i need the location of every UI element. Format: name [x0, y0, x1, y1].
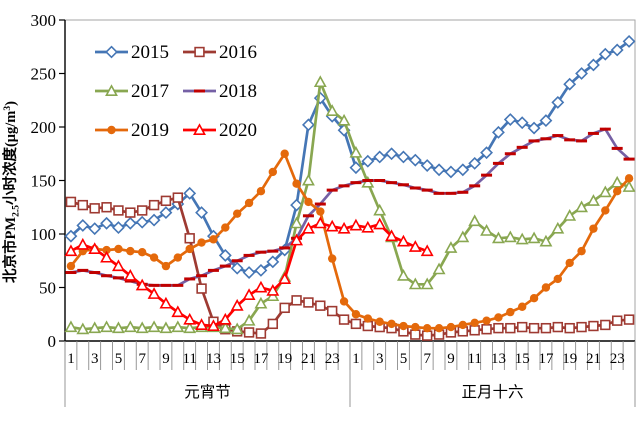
x-tick-label: 9: [447, 351, 455, 367]
y-axis-title: 北京市PM2.5小时浓度(μg/m3): [1, 101, 22, 283]
legend-item-2020: 2020: [183, 120, 257, 141]
x-tick-label: 11: [467, 351, 481, 367]
x-tick-label: 7: [138, 351, 146, 367]
legend-item-2017: 2017: [95, 81, 169, 102]
legend-label: 2018: [219, 81, 257, 102]
y-tick-label: 300: [31, 11, 57, 30]
y-tick-label: 200: [31, 118, 57, 137]
series-2018: [65, 127, 635, 287]
legend-label: 2016: [219, 42, 257, 63]
x-tick-label: 7: [423, 351, 431, 367]
x-tick-label: 13: [491, 351, 506, 367]
legend-label: 2015: [131, 42, 169, 63]
day-label: 元宵节: [184, 383, 231, 401]
y-tick-label: 50: [39, 279, 56, 298]
x-tick-label: 9: [162, 351, 170, 367]
legend-item-2016: 2016: [183, 42, 257, 63]
y-tick-label: 100: [31, 225, 57, 244]
legend-label: 2017: [131, 81, 169, 102]
series-2020: [64, 216, 434, 332]
legend-item-2019: 2019: [95, 120, 169, 141]
x-tick-label: 13: [206, 351, 221, 367]
x-tick-label: 1: [352, 351, 360, 367]
series-2016: [65, 192, 635, 341]
x-tick-label: 17: [253, 351, 269, 367]
x-tick-label: 5: [115, 351, 123, 367]
legend-item-2018: 2018: [183, 81, 257, 102]
x-tick-label: 1: [67, 351, 75, 367]
legend-label: 2019: [131, 120, 169, 141]
legend: 2015 2016 2017 2018 2019 2020: [95, 42, 257, 141]
x-tick-label: 19: [562, 351, 577, 367]
legend-item-2015: 2015: [95, 42, 169, 63]
x-tick-label: 23: [610, 351, 625, 367]
x-tick-label: 21: [301, 351, 316, 367]
x-tick-label: 3: [376, 351, 384, 367]
y-axis: 0 50 100 150 200 250 300: [31, 11, 66, 351]
y-tick-label: 150: [31, 172, 57, 191]
y-tick-label: 250: [31, 65, 57, 84]
x-tick-label: 15: [515, 351, 530, 367]
x-tick-label: 5: [400, 351, 408, 367]
y-tick-label: 0: [48, 332, 57, 351]
day-label: 正月十六: [461, 383, 523, 401]
x-tick-label: 11: [182, 351, 196, 367]
x-tick-label: 21: [586, 351, 601, 367]
x-tick-label: 17: [538, 351, 554, 367]
legend-label: 2020: [219, 120, 257, 141]
x-tick-label: 23: [325, 351, 340, 367]
x-tick-label: 19: [277, 351, 292, 367]
x-tick-label: 15: [230, 351, 245, 367]
x-tick-label: 3: [91, 351, 99, 367]
